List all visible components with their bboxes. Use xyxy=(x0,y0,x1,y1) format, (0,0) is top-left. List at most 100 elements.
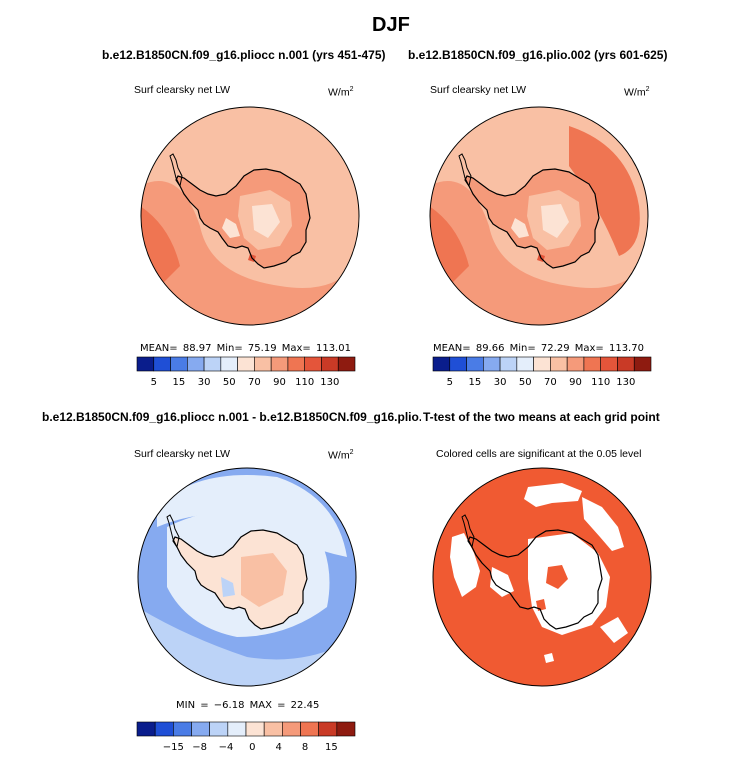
colorbar-tick-label: 0 xyxy=(249,742,255,753)
panel-1-units: W/m2 xyxy=(328,86,354,99)
panel-2-map xyxy=(429,106,649,326)
not-significant-region xyxy=(582,497,624,551)
panel-4-title: T-test of the two means at each grid poi… xyxy=(421,410,660,424)
antarctica-coastline xyxy=(172,529,308,630)
panel-2-variable: Surf clearsky net LW xyxy=(430,84,527,96)
figure-title: DJF xyxy=(372,14,410,36)
map-boundary xyxy=(432,467,652,687)
panel-2-title: b.e12.B1850CN.f09_g16.plio.002 (yrs 601-… xyxy=(408,48,668,62)
colorbar-swatch xyxy=(337,356,356,372)
colorbar-swatch xyxy=(136,721,156,737)
not-significant-region xyxy=(544,653,554,663)
panel-3-stats: MIN = −6.18 MAX = 22.45 xyxy=(176,700,320,711)
not-significant-region xyxy=(528,533,610,635)
peninsula-coastline xyxy=(169,153,183,188)
colorbar-swatch xyxy=(245,721,265,737)
colorbar-swatch xyxy=(209,721,229,737)
colorbar-swatch xyxy=(550,356,568,372)
colorbar-swatch xyxy=(617,356,635,372)
map-boundary xyxy=(137,467,357,687)
panel-3-units: W/m2 xyxy=(328,449,354,462)
colorbar-tick-label: 30 xyxy=(494,377,507,388)
outer-band-field xyxy=(141,181,359,325)
colorbar-swatch xyxy=(566,356,585,372)
panel-3-map xyxy=(137,467,357,687)
colorbar-tick-label: 30 xyxy=(198,377,211,388)
not-significant-region xyxy=(490,567,514,597)
peninsula-coastline xyxy=(166,514,180,549)
colorbar-swatch xyxy=(516,356,534,372)
south-band-field xyxy=(138,607,356,686)
colorbar-swatch xyxy=(170,356,188,372)
ice-shelf-field xyxy=(511,218,529,238)
panel-3-colorbar: −15 −8 −4 0 4 8 15 xyxy=(136,721,356,753)
colorbar-swatch xyxy=(153,356,171,372)
colorbar-tick-label: 130 xyxy=(320,377,339,388)
colorbar-tick-label: 110 xyxy=(295,377,314,388)
not-significant-region xyxy=(524,483,582,507)
map-boundary xyxy=(140,106,360,326)
colorbar-swatch xyxy=(583,356,601,372)
colorbar-tick-label: 4 xyxy=(276,742,282,753)
colorbar-tick-label: 15 xyxy=(325,742,338,753)
colorbar-tick-label: 70 xyxy=(248,377,261,388)
colorbar-swatch xyxy=(227,721,247,737)
panel-1-title: b.e12.B1850CN.f09_g16.pliocc n.001 (yrs … xyxy=(102,48,386,62)
colorbar-tick-label: 110 xyxy=(591,377,610,388)
colorbar-swatch xyxy=(483,356,501,372)
panel-2-colorbar: 5 15 30 50 70 90 110 130 xyxy=(432,356,652,388)
panel-1-variable: Surf clearsky net LW xyxy=(134,84,231,96)
colorbar-tick-label: 50 xyxy=(519,377,532,388)
panel-4-map xyxy=(432,467,652,687)
colorbar-swatch xyxy=(321,356,339,372)
plateau-field xyxy=(241,553,287,607)
colorbar-tick-label: 5 xyxy=(447,377,453,388)
colorbar-tick-label: 90 xyxy=(273,377,286,388)
panel-1-map xyxy=(140,106,360,326)
colorbar-tick-label: −8 xyxy=(192,742,207,753)
colorbar-swatch xyxy=(300,721,319,737)
colorbar-swatch xyxy=(187,356,205,372)
colorbar-swatch xyxy=(136,356,155,372)
colorbar-swatch xyxy=(336,721,356,737)
colorbar-tick-label: 8 xyxy=(302,742,308,753)
peninsula-coastline xyxy=(461,514,475,549)
colorbar-tick-label: 50 xyxy=(223,377,236,388)
colorbar-swatch xyxy=(154,721,174,737)
panel-1-stats: MEAN= 88.97 Min= 75.19 Max= 113.01 xyxy=(140,343,351,354)
colorbar-swatch xyxy=(263,721,283,737)
colorbar-swatch xyxy=(237,356,255,372)
antarctica-coastline xyxy=(464,168,600,269)
peninsula-coastline xyxy=(458,153,472,188)
panel-2-stats: MEAN= 89.66 Min= 72.29 Max= 113.70 xyxy=(433,343,644,354)
colorbar-swatch xyxy=(318,721,338,737)
colorbar-swatch xyxy=(270,356,289,372)
colorbar-swatch xyxy=(499,356,518,372)
colorbar-tick-label: 130 xyxy=(616,377,635,388)
east-band-field xyxy=(569,126,640,256)
colorbar-swatch xyxy=(282,721,301,737)
panel-2-units: W/m2 xyxy=(624,86,650,99)
colorbar-swatch xyxy=(432,356,451,372)
colorbar-tick-label: 15 xyxy=(173,377,186,388)
colorbar-swatch xyxy=(633,356,652,372)
antarctica-coastline xyxy=(175,168,311,269)
plateau-core-field xyxy=(541,204,569,238)
colorbar-swatch xyxy=(466,356,484,372)
outer-band-field xyxy=(430,181,648,325)
panel-3-variable: Surf clearsky net LW xyxy=(134,448,231,460)
colorbar-swatch xyxy=(220,356,238,372)
panel-3-title: b.e12.B1850CN.f09_g16.pliocc n.001 - b.e… xyxy=(42,410,443,424)
colorbar-swatch xyxy=(203,356,222,372)
colorbar-swatch xyxy=(449,356,467,372)
colorbar-tick-label: 90 xyxy=(569,377,582,388)
map-boundary xyxy=(429,106,649,326)
not-significant-region xyxy=(450,533,480,597)
colorbar-swatch xyxy=(173,721,192,737)
interior-significant-region xyxy=(546,565,568,589)
shelf-field xyxy=(221,577,235,597)
not-significant-region xyxy=(600,617,628,643)
colorbar-swatch xyxy=(254,356,272,372)
colorbar-tick-label: 15 xyxy=(469,377,482,388)
colorbar-tick-label: −15 xyxy=(163,742,184,753)
